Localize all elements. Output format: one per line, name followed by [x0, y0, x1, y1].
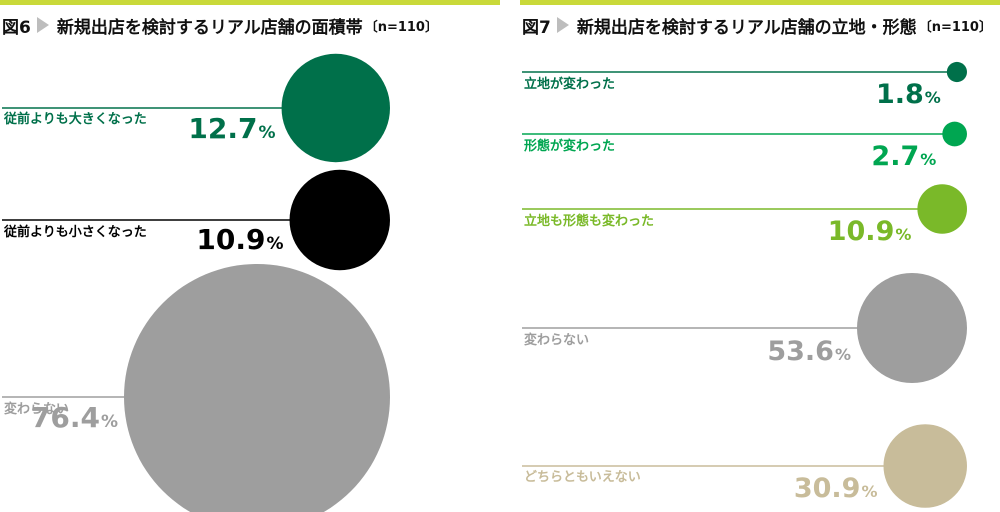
data-value-number: 10.9: [196, 223, 265, 256]
category-label: どちらともいえない: [524, 470, 641, 485]
data-value-number: 1.8: [876, 79, 924, 110]
data-value-unit: %: [920, 150, 936, 169]
category-label: 従前よりも小さくなった: [3, 224, 147, 240]
bubble-mark: [883, 424, 967, 508]
data-value-unit: %: [925, 88, 941, 107]
figure-6-panel: 図6 新規出店を検討するリアル店舗の面積帯 〔n=110〕 従前よりも大きくなっ…: [0, 0, 500, 512]
figure-7-title: 図7 新規出店を検討するリアル店舗の立地・形態 〔n=110〕: [522, 12, 992, 38]
data-value-number: 12.7: [188, 112, 257, 145]
bubble-mark: [917, 184, 967, 234]
data-value-label: 10.9%: [196, 223, 283, 256]
bubble-mark: [857, 273, 967, 383]
data-value-number: 10.9: [828, 216, 895, 247]
bubble-row: 立地が変わった 1.8%: [522, 61, 967, 110]
figure-7-number: 図7: [522, 17, 551, 38]
data-value-unit: %: [861, 482, 877, 501]
bubble-mark: [281, 53, 390, 163]
bubble-mark: [942, 121, 967, 147]
figure-6-number: 図6: [2, 17, 31, 38]
figure-6-bubble-chart: 従前よりも大きくなった 12.7%従前よりも小さくなった 10.9%変わらない76.…: [2, 53, 390, 512]
figure-6-title-text: 新規出店を検討するリアル店舗の面積帯: [56, 17, 363, 38]
category-label: 立地も形態も変わった: [524, 213, 654, 229]
category-label: 従前よりも大きくなった: [3, 111, 147, 127]
figure-6-top-bar: [0, 0, 500, 5]
bubble-mark: [124, 264, 390, 512]
bubble-row: 変わらない 53.6%: [522, 273, 967, 383]
data-value-label: 53.6%: [767, 336, 851, 367]
data-value-number: 53.6: [767, 336, 834, 367]
bubble-row: 従前よりも大きくなった 12.7%: [2, 53, 390, 163]
triangle-right-icon: [36, 17, 49, 33]
figure-6-title: 図6 新規出店を検討するリアル店舗の面積帯 〔n=110〕: [2, 12, 438, 38]
figure-7-sample-note: 〔n=110〕: [918, 19, 992, 35]
bubble-row: 形態が変わった 2.7%: [522, 121, 967, 172]
category-label: 形態が変わった: [524, 138, 615, 154]
data-value-number: 76.4: [31, 401, 100, 434]
triangle-right-icon: [556, 17, 569, 33]
bubble-mark: [289, 169, 390, 271]
data-value-unit: %: [835, 345, 851, 364]
data-value-label: 2.7%: [871, 141, 936, 172]
data-value-label: 30.9%: [794, 473, 878, 504]
category-label: 変わらない: [4, 401, 69, 417]
data-value-label: 12.7%: [188, 112, 275, 145]
data-value-number: 30.9: [794, 473, 861, 504]
data-value-label: 10.9%: [828, 216, 912, 247]
data-value-number: 2.7: [871, 141, 919, 172]
category-label: 変わらない: [524, 332, 589, 348]
data-value-label: 1.8%: [876, 79, 941, 110]
figure-7-title-text: 新規出店を検討するリアル店舗の立地・形態: [576, 17, 917, 38]
figure-6-sample-note: 〔n=110〕: [364, 19, 438, 35]
bubble-row: 従前よりも小さくなった 10.9%: [2, 169, 390, 271]
data-value-label: 76.4%: [31, 401, 118, 434]
category-label: 立地が変わった: [524, 76, 615, 92]
bubble-row: どちらともいえない 30.9%: [522, 424, 967, 508]
data-value-unit: %: [895, 225, 911, 244]
data-value-unit: %: [101, 412, 118, 432]
data-value-unit: %: [259, 123, 276, 143]
bubble-mark: [946, 61, 967, 83]
data-value-unit: %: [266, 234, 283, 254]
figure-7-top-bar: [520, 0, 1000, 5]
figure-7-bubble-chart: 立地が変わった 1.8%形態が変わった 2.7%立地も形態も変わった 10.9%変わら…: [522, 61, 967, 508]
figure-7-panel: 図7 新規出店を検討するリアル店舗の立地・形態 〔n=110〕 立地が変わった 1…: [520, 0, 1000, 512]
bubble-row: 立地も形態も変わった 10.9%: [522, 184, 967, 247]
